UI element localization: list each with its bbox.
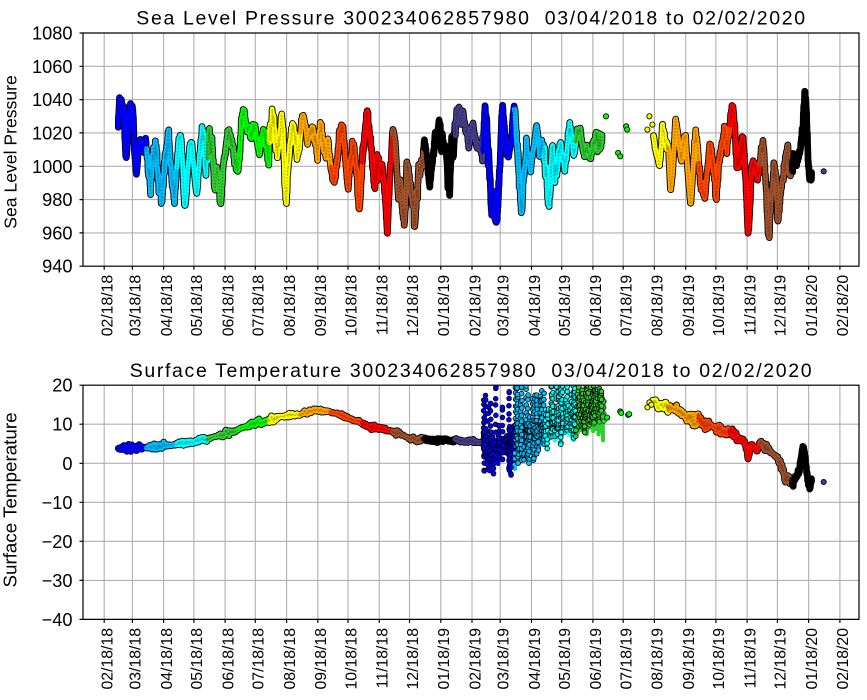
svg-text:11/18/19: 11/18/19 bbox=[742, 628, 759, 689]
svg-text:Sea Level Pressure 30023406285: Sea Level Pressure 300234062857980 03/04… bbox=[136, 8, 806, 30]
svg-text:02/18/20: 02/18/20 bbox=[835, 275, 852, 337]
svg-text:03/18/18: 03/18/18 bbox=[128, 275, 145, 337]
svg-text:12/18/18: 12/18/18 bbox=[405, 275, 422, 337]
svg-text:02/18/19: 02/18/19 bbox=[467, 628, 484, 690]
svg-text:−10: −10 bbox=[42, 493, 73, 513]
svg-text:09/18/19: 09/18/19 bbox=[681, 275, 698, 337]
svg-text:Surface Temperature 3002340628: Surface Temperature 300234062857980 03/0… bbox=[130, 360, 814, 382]
svg-text:11/18/19: 11/18/19 bbox=[742, 275, 759, 336]
svg-text:06/18/19: 06/18/19 bbox=[588, 628, 605, 690]
svg-text:09/18/18: 09/18/18 bbox=[313, 628, 330, 690]
svg-text:03/18/18: 03/18/18 bbox=[128, 628, 145, 690]
svg-text:1080: 1080 bbox=[32, 24, 72, 44]
svg-text:04/18/19: 04/18/19 bbox=[527, 275, 544, 337]
svg-text:07/18/19: 07/18/19 bbox=[619, 628, 636, 690]
svg-text:0: 0 bbox=[62, 454, 72, 474]
svg-text:02/18/19: 02/18/19 bbox=[467, 275, 484, 337]
svg-text:1000: 1000 bbox=[32, 157, 72, 177]
svg-text:960: 960 bbox=[42, 223, 72, 243]
svg-text:10: 10 bbox=[52, 415, 72, 435]
svg-text:980: 980 bbox=[42, 190, 72, 210]
svg-text:07/18/18: 07/18/18 bbox=[251, 275, 268, 337]
svg-text:1020: 1020 bbox=[32, 123, 72, 143]
svg-text:10/18/18: 10/18/18 bbox=[343, 275, 360, 337]
svg-text:03/18/19: 03/18/19 bbox=[496, 628, 513, 690]
svg-text:06/18/19: 06/18/19 bbox=[588, 275, 605, 337]
svg-text:11/18/18: 11/18/18 bbox=[375, 275, 392, 336]
svg-text:10/18/19: 10/18/19 bbox=[711, 628, 728, 690]
svg-text:02/18/18: 02/18/18 bbox=[100, 628, 117, 690]
svg-text:04/18/18: 04/18/18 bbox=[159, 628, 176, 690]
svg-text:12/18/19: 12/18/19 bbox=[773, 628, 790, 690]
svg-text:07/18/19: 07/18/19 bbox=[619, 275, 636, 337]
svg-text:01/18/20: 01/18/20 bbox=[804, 628, 821, 690]
svg-text:Surface Temperature: Surface Temperature bbox=[0, 412, 21, 587]
svg-text:08/18/18: 08/18/18 bbox=[282, 275, 299, 337]
svg-text:05/18/19: 05/18/19 bbox=[557, 275, 574, 337]
svg-text:11/18/18: 11/18/18 bbox=[375, 628, 392, 689]
svg-text:1060: 1060 bbox=[32, 57, 72, 77]
svg-text:02/18/20: 02/18/20 bbox=[835, 628, 852, 690]
svg-text:06/18/18: 06/18/18 bbox=[220, 628, 237, 690]
svg-text:06/18/18: 06/18/18 bbox=[220, 275, 237, 337]
svg-text:09/18/18: 09/18/18 bbox=[313, 275, 330, 337]
svg-text:08/18/19: 08/18/19 bbox=[650, 628, 667, 690]
svg-text:12/18/18: 12/18/18 bbox=[405, 628, 422, 690]
svg-text:05/18/18: 05/18/18 bbox=[189, 628, 206, 690]
svg-text:03/18/19: 03/18/19 bbox=[496, 275, 513, 337]
svg-text:−40: −40 bbox=[42, 610, 73, 630]
svg-text:1040: 1040 bbox=[32, 90, 72, 110]
svg-text:01/18/19: 01/18/19 bbox=[436, 628, 453, 690]
svg-text:07/18/18: 07/18/18 bbox=[251, 628, 268, 690]
svg-text:Sea Level Pressure: Sea Level Pressure bbox=[1, 75, 21, 229]
svg-text:10/18/18: 10/18/18 bbox=[343, 628, 360, 690]
svg-text:08/18/19: 08/18/19 bbox=[650, 275, 667, 337]
svg-text:12/18/19: 12/18/19 bbox=[773, 275, 790, 337]
svg-text:02/18/18: 02/18/18 bbox=[100, 275, 117, 337]
svg-text:08/18/18: 08/18/18 bbox=[282, 628, 299, 690]
svg-text:01/18/20: 01/18/20 bbox=[804, 275, 821, 337]
svg-text:04/18/18: 04/18/18 bbox=[159, 275, 176, 337]
svg-text:01/18/19: 01/18/19 bbox=[436, 275, 453, 337]
svg-text:940: 940 bbox=[42, 257, 72, 277]
svg-text:−20: −20 bbox=[42, 532, 73, 552]
svg-text:20: 20 bbox=[52, 376, 72, 396]
svg-text:09/18/19: 09/18/19 bbox=[681, 628, 698, 690]
svg-text:05/18/19: 05/18/19 bbox=[557, 628, 574, 690]
svg-text:−30: −30 bbox=[42, 571, 73, 591]
svg-text:10/18/19: 10/18/19 bbox=[711, 275, 728, 337]
svg-text:04/18/19: 04/18/19 bbox=[527, 628, 544, 690]
svg-text:05/18/18: 05/18/18 bbox=[189, 275, 206, 337]
